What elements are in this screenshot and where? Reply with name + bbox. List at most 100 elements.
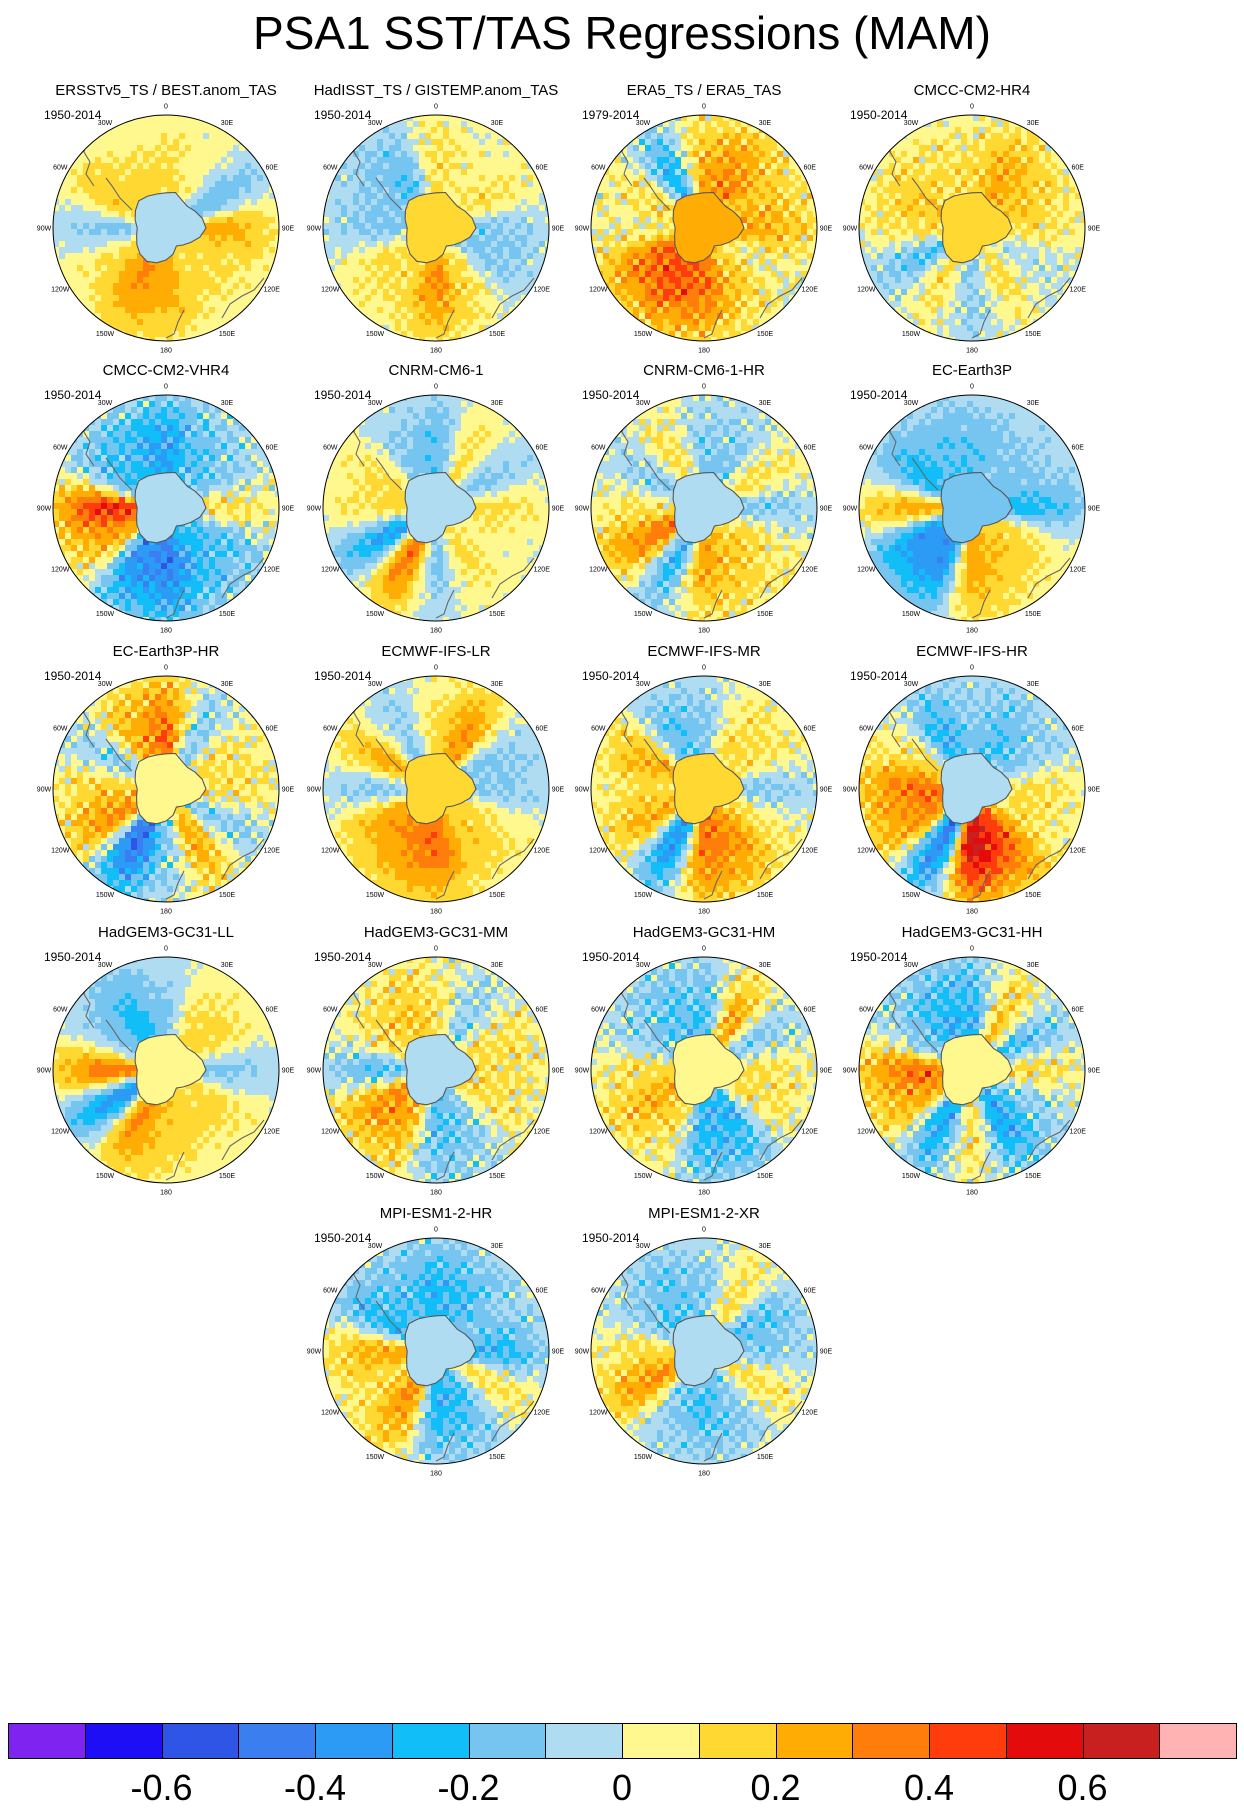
longitude-label: 0 bbox=[164, 104, 168, 111]
longitude-label: 60E bbox=[265, 445, 278, 452]
longitude-label: 120E bbox=[534, 567, 551, 574]
panel-title: CNRM-CM6-1 bbox=[286, 362, 586, 380]
longitude-label: 120W bbox=[321, 287, 340, 294]
longitude-label: 90W bbox=[37, 506, 52, 513]
longitude-label: 120E bbox=[802, 287, 819, 294]
longitude-label: 60E bbox=[803, 726, 816, 733]
coastline bbox=[1046, 683, 1062, 697]
coastline bbox=[240, 402, 256, 416]
longitude-label: 120E bbox=[534, 1129, 551, 1136]
longitude-label: 180 bbox=[698, 628, 710, 635]
longitude-label: 180 bbox=[160, 1190, 172, 1197]
colorbar-box bbox=[238, 1723, 316, 1759]
longitude-label: 0 bbox=[164, 384, 168, 391]
coastline bbox=[240, 122, 256, 136]
longitude-label: 120W bbox=[857, 567, 876, 574]
longitude-label: 150W bbox=[634, 1173, 653, 1180]
longitude-label: 150W bbox=[634, 1454, 653, 1461]
longitude-label: 90E bbox=[1088, 506, 1101, 513]
longitude-label: 60W bbox=[591, 1007, 606, 1014]
longitude-label: 120W bbox=[857, 1129, 876, 1136]
longitude-label: 150E bbox=[219, 892, 236, 899]
longitude-label: 0 bbox=[434, 104, 438, 111]
panel-period: 1950-2014 bbox=[850, 388, 907, 402]
panel-title: MPI-ESM1-2-XR bbox=[554, 1205, 854, 1223]
longitude-label: 90W bbox=[575, 1068, 590, 1075]
panel-period: 1950-2014 bbox=[314, 388, 371, 402]
longitude-label: 150E bbox=[757, 331, 774, 338]
longitude-label: 90E bbox=[1088, 1068, 1101, 1075]
longitude-label: 150W bbox=[902, 1173, 921, 1180]
colorbar-label: 0.6 bbox=[1023, 1768, 1143, 1808]
panel-period: 1950-2014 bbox=[850, 950, 907, 964]
colorbar-label: 0 bbox=[562, 1768, 682, 1808]
longitude-label: 60W bbox=[323, 445, 338, 452]
longitude-label: 60E bbox=[1071, 165, 1084, 172]
longitude-label: 0 bbox=[970, 104, 974, 111]
panel-period: 1950-2014 bbox=[314, 1231, 371, 1245]
longitude-label: 90W bbox=[843, 787, 858, 794]
longitude-label: 120E bbox=[1070, 567, 1087, 574]
longitude-label: 150W bbox=[902, 331, 921, 338]
longitude-label: 60E bbox=[535, 726, 548, 733]
longitude-label: 180 bbox=[966, 1190, 978, 1197]
longitude-label: 60W bbox=[323, 1288, 338, 1295]
longitude-label: 180 bbox=[430, 1190, 442, 1197]
colorbar-box bbox=[392, 1723, 470, 1759]
longitude-label: 150E bbox=[1025, 892, 1042, 899]
panel-title: HadISST_TS / GISTEMP.anom_TAS bbox=[286, 82, 586, 100]
longitude-label: 0 bbox=[434, 384, 438, 391]
longitude-label: 30E bbox=[759, 681, 772, 688]
longitude-label: 120E bbox=[802, 1410, 819, 1417]
longitude-label: 150E bbox=[757, 611, 774, 618]
longitude-label: 150E bbox=[489, 892, 506, 899]
colorbar-box bbox=[622, 1723, 700, 1759]
longitude-label: 30E bbox=[221, 400, 234, 407]
longitude-label: 120W bbox=[589, 848, 608, 855]
longitude-label: 150E bbox=[219, 611, 236, 618]
longitude-label: 90W bbox=[37, 787, 52, 794]
longitude-label: 120E bbox=[1070, 1129, 1087, 1136]
longitude-label: 30E bbox=[491, 1243, 504, 1250]
colorbar-box bbox=[545, 1723, 623, 1759]
longitude-label: 150W bbox=[902, 611, 921, 618]
coastline bbox=[778, 1245, 794, 1259]
colorbar-box bbox=[1083, 1723, 1161, 1759]
longitude-label: 120E bbox=[534, 848, 551, 855]
longitude-label: 150W bbox=[96, 1173, 115, 1180]
panel-period: 1950-2014 bbox=[314, 950, 371, 964]
longitude-label: 150W bbox=[96, 892, 115, 899]
longitude-label: 90W bbox=[307, 226, 322, 233]
coastline bbox=[1046, 402, 1062, 416]
longitude-label: 150E bbox=[757, 1173, 774, 1180]
longitude-label: 150E bbox=[1025, 331, 1042, 338]
longitude-label: 120W bbox=[321, 848, 340, 855]
longitude-label: 150E bbox=[489, 611, 506, 618]
longitude-label: 150E bbox=[757, 1454, 774, 1461]
longitude-label: 30E bbox=[1027, 120, 1040, 127]
longitude-label: 60W bbox=[53, 726, 68, 733]
panel-period: 1950-2014 bbox=[44, 669, 101, 683]
longitude-label: 60E bbox=[535, 1288, 548, 1295]
longitude-label: 120W bbox=[51, 287, 70, 294]
longitude-label: 150E bbox=[219, 1173, 236, 1180]
panel-period: 1950-2014 bbox=[582, 669, 639, 683]
panel-title: ERA5_TS / ERA5_TAS bbox=[554, 82, 854, 100]
longitude-label: 120E bbox=[534, 287, 551, 294]
longitude-label: 0 bbox=[164, 665, 168, 672]
longitude-label: 60E bbox=[1071, 445, 1084, 452]
longitude-label: 120W bbox=[589, 1129, 608, 1136]
colorbar-label: -0.4 bbox=[255, 1768, 375, 1808]
longitude-label: 120W bbox=[321, 567, 340, 574]
colorbar-box bbox=[162, 1723, 240, 1759]
panel-period: 1950-2014 bbox=[314, 669, 371, 683]
